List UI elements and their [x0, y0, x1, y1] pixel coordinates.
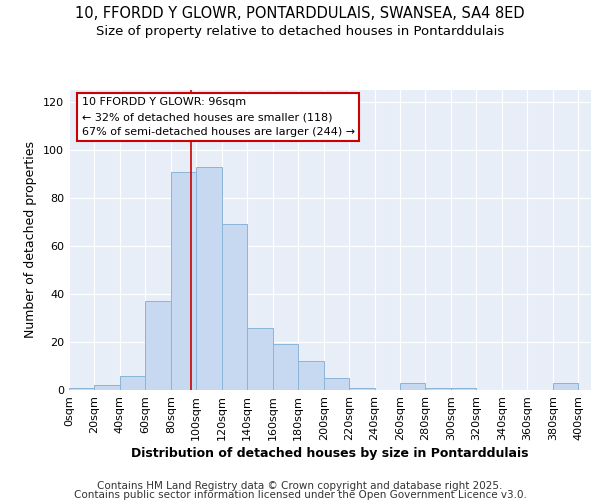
Bar — [196, 167, 222, 390]
Bar — [400, 383, 425, 390]
Bar — [323, 378, 349, 390]
X-axis label: Distribution of detached houses by size in Pontarddulais: Distribution of detached houses by size … — [131, 447, 529, 460]
Bar — [298, 361, 323, 390]
Bar — [247, 328, 273, 390]
Bar — [94, 385, 120, 390]
Bar — [553, 383, 578, 390]
Text: Contains HM Land Registry data © Crown copyright and database right 2025.: Contains HM Land Registry data © Crown c… — [97, 481, 503, 491]
Bar — [145, 301, 171, 390]
Text: Contains public sector information licensed under the Open Government Licence v3: Contains public sector information licen… — [74, 490, 526, 500]
Text: 10, FFORDD Y GLOWR, PONTARDDULAIS, SWANSEA, SA4 8ED: 10, FFORDD Y GLOWR, PONTARDDULAIS, SWANS… — [75, 6, 525, 20]
Bar — [171, 172, 196, 390]
Bar — [451, 388, 476, 390]
Bar — [425, 388, 451, 390]
Y-axis label: Number of detached properties: Number of detached properties — [25, 142, 37, 338]
Bar — [222, 224, 247, 390]
Bar — [349, 388, 374, 390]
Bar — [120, 376, 145, 390]
Bar — [273, 344, 298, 390]
Text: Size of property relative to detached houses in Pontarddulais: Size of property relative to detached ho… — [96, 25, 504, 38]
Text: 10 FFORDD Y GLOWR: 96sqm
← 32% of detached houses are smaller (118)
67% of semi-: 10 FFORDD Y GLOWR: 96sqm ← 32% of detach… — [82, 97, 355, 137]
Bar — [69, 388, 94, 390]
